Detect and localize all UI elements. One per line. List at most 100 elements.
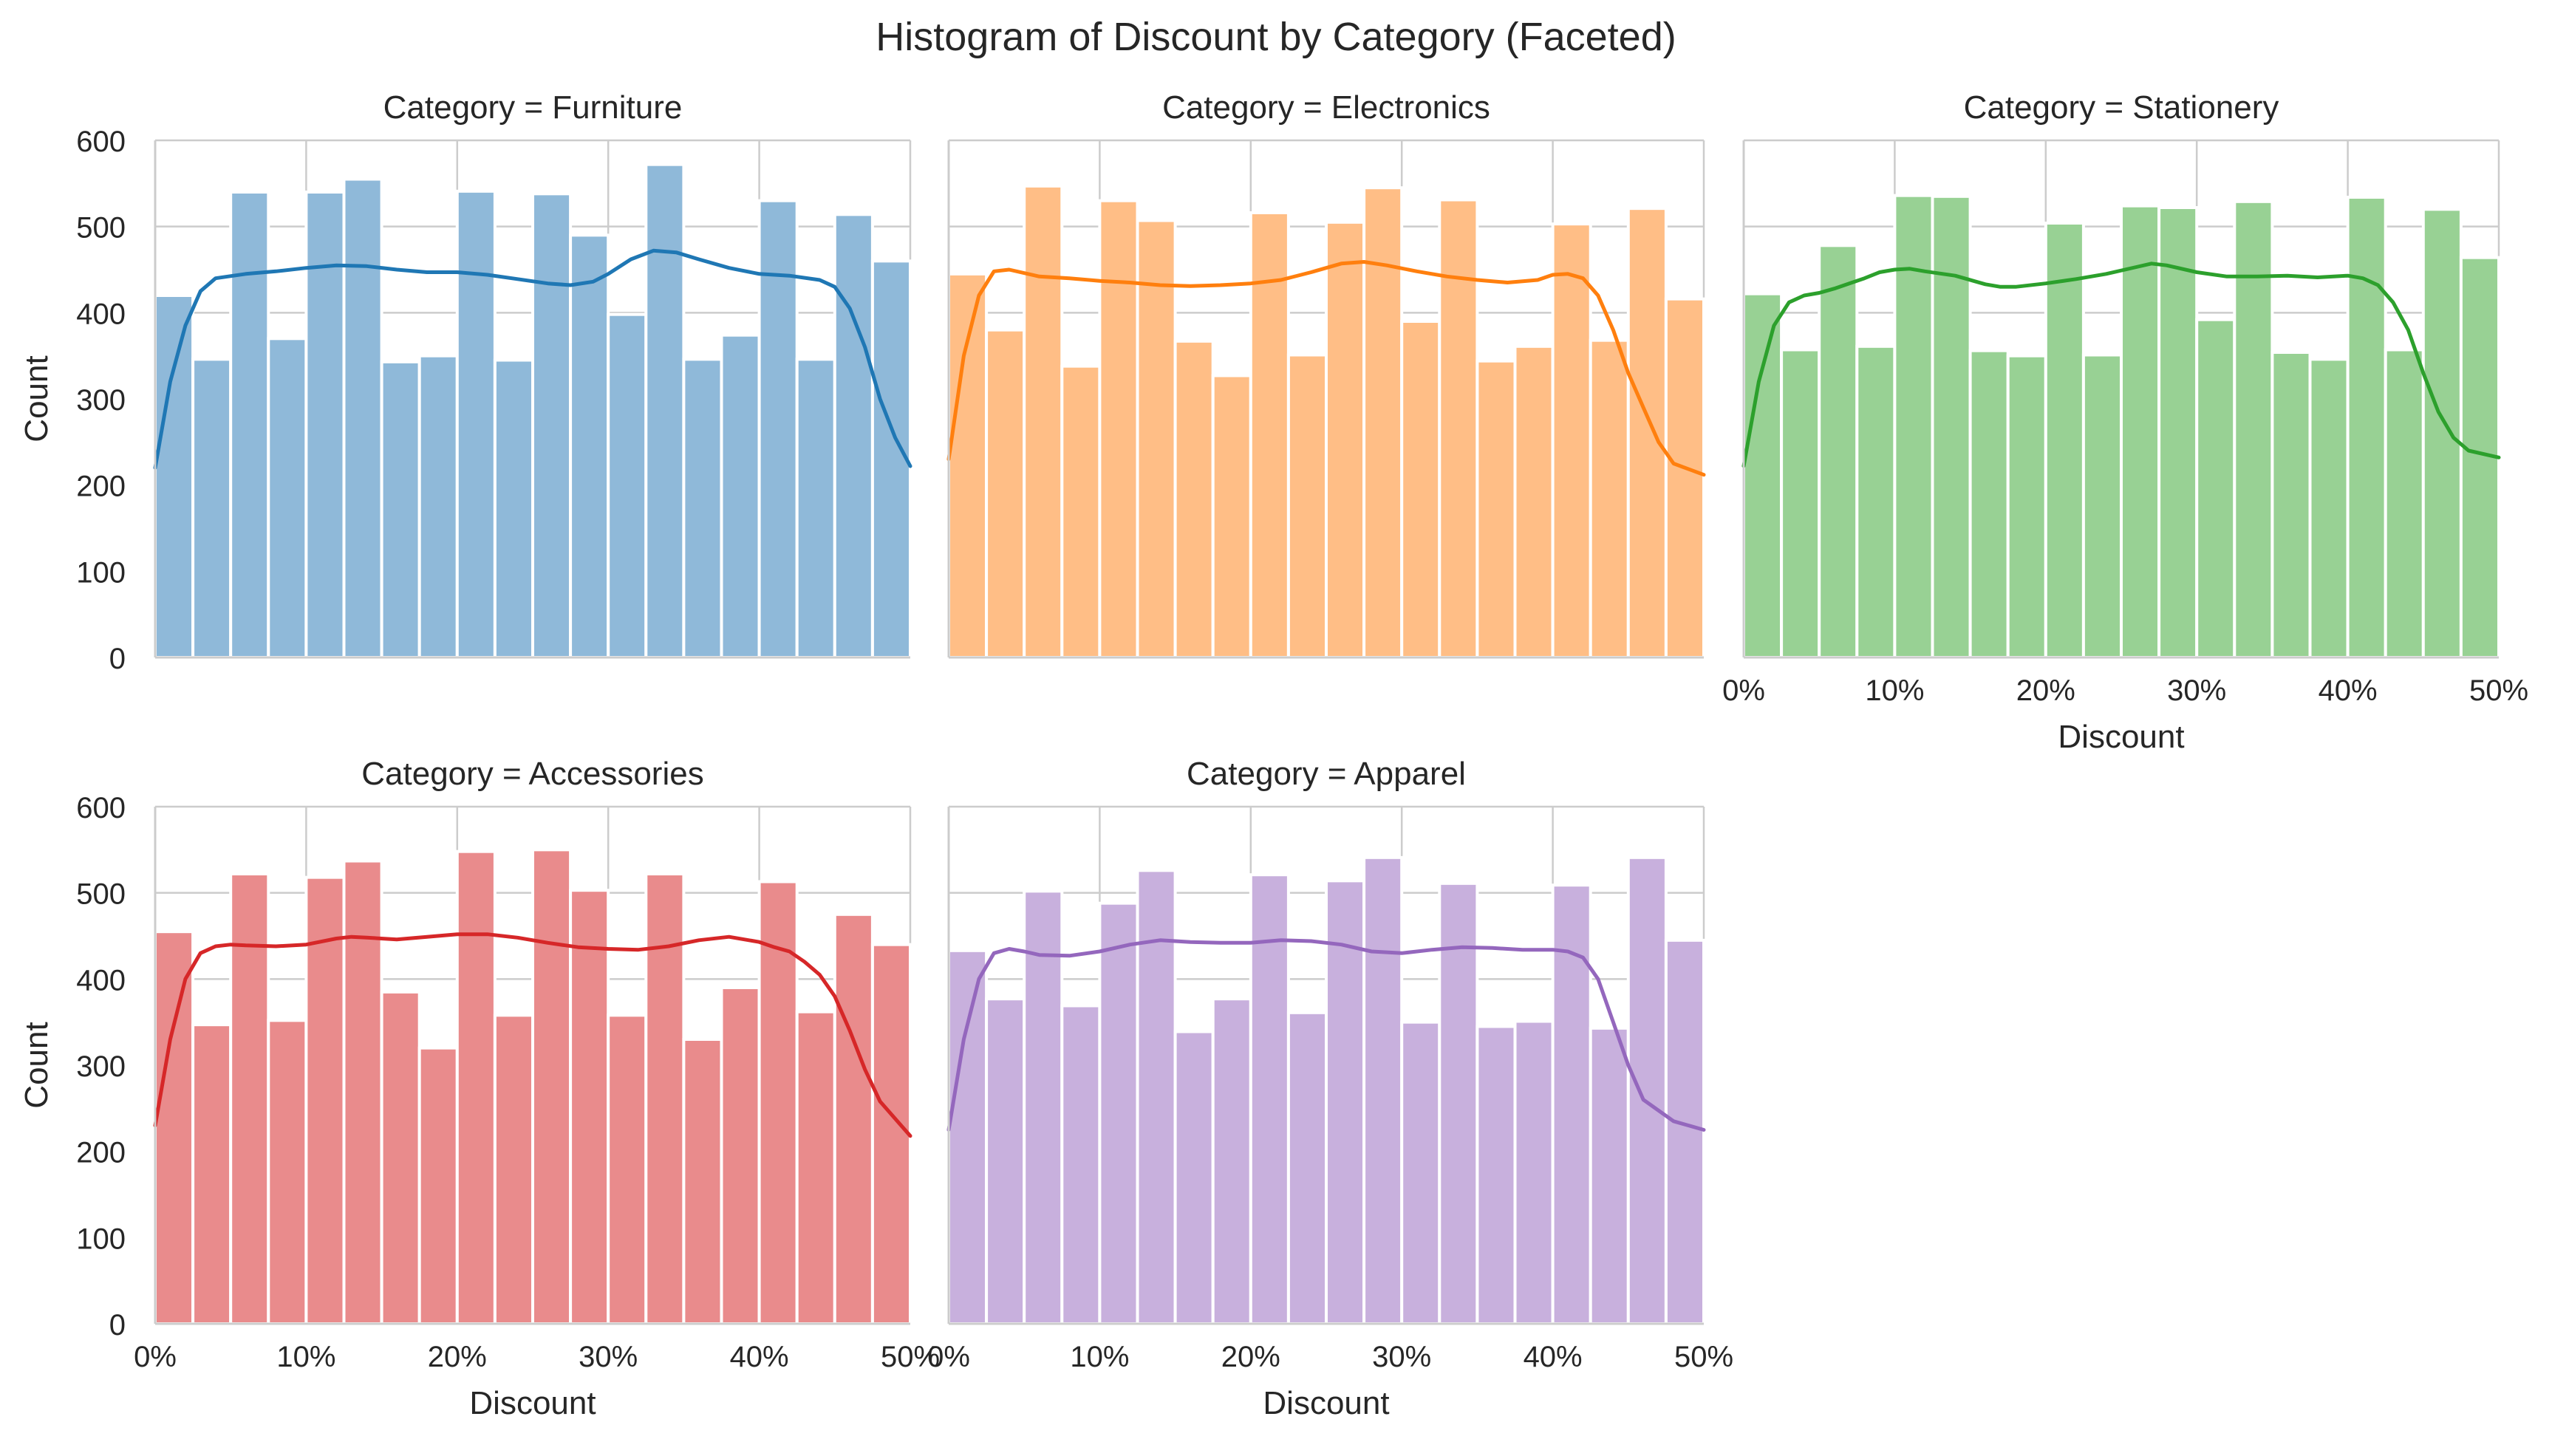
facet-panel-electronics: Category = Electronics <box>946 89 1706 660</box>
histogram-bar <box>1513 344 1555 659</box>
histogram-bar <box>493 1014 535 1326</box>
histogram-bar <box>1211 997 1252 1325</box>
histogram-bar <box>2346 196 2387 659</box>
x-tick-label: 50% <box>2469 674 2528 707</box>
facet-panel-furniture: Category = Furniture 0 100 200 300 400 500 600 C… <box>18 89 912 675</box>
x-tick-label: 20% <box>428 1341 487 1373</box>
histogram-bar <box>1551 222 1592 659</box>
histogram-bar <box>267 1019 308 1326</box>
y-tick-label: 100 <box>76 1223 126 1255</box>
histogram-bar <box>1968 349 2010 659</box>
x-axis-label: Discount <box>1263 1385 1389 1421</box>
kde-line <box>1741 262 2501 468</box>
kde-line <box>153 248 912 470</box>
histogram-bar <box>267 337 308 659</box>
x-tick-label: 30% <box>579 1341 638 1373</box>
histogram-bar <box>1400 320 1442 659</box>
histogram-bar <box>569 889 610 1325</box>
histogram-bar <box>644 163 686 659</box>
histogram-bar <box>1893 194 1934 659</box>
figure-title: Histogram of Discount by Category (Facet… <box>876 15 1676 59</box>
histogram-bar <box>229 872 270 1325</box>
kde-line <box>946 938 1706 1132</box>
histogram-bar <box>1818 244 1859 660</box>
histogram-bar <box>455 189 497 660</box>
histogram-bar <box>1060 1004 1102 1325</box>
histogram-bar <box>417 354 459 659</box>
y-tick-label: 500 <box>76 212 126 245</box>
histogram-bar <box>720 986 761 1325</box>
histogram-bar <box>1475 1025 1517 1325</box>
histogram-bar <box>833 213 874 660</box>
histogram-bar <box>191 358 233 659</box>
histogram-bar <box>757 880 799 1325</box>
histogram-bar <box>455 850 497 1325</box>
histogram-bar <box>1589 338 1630 659</box>
histogram-bar <box>833 912 874 1326</box>
histogram-bar <box>607 312 648 659</box>
histogram-bar <box>1286 1011 1328 1326</box>
histogram-bar <box>2044 222 2085 659</box>
histogram-bar <box>531 848 573 1326</box>
y-axis-label: Count <box>18 355 55 442</box>
facet-title: Category = Furniture <box>383 89 683 126</box>
histogram-bar <box>154 930 195 1325</box>
histogram-bar <box>417 1046 459 1325</box>
histogram-bar <box>1475 359 1517 659</box>
histogram-bar <box>947 272 989 660</box>
x-tick-label: 20% <box>2016 674 2075 707</box>
x-tick-label: 50% <box>1674 1341 1733 1373</box>
histogram-bar <box>1325 220 1366 660</box>
histogram-bar <box>154 294 195 659</box>
y-axis-label: Count <box>18 1022 55 1108</box>
histogram-bar <box>2270 351 2312 659</box>
histogram-bar <box>1173 339 1215 659</box>
histogram-bar <box>1438 198 1479 659</box>
x-tick-label: 10% <box>276 1341 335 1373</box>
histogram-bar <box>1400 1020 1442 1325</box>
histogram-bar <box>720 333 761 659</box>
histogram-bar <box>2157 206 2199 659</box>
histogram-bar <box>682 358 723 659</box>
histogram-bar <box>493 358 535 659</box>
histogram-bar <box>229 191 270 659</box>
histogram-bar <box>870 259 912 660</box>
histogram-bar <box>1286 353 1328 659</box>
histogram-bar <box>1855 344 1897 659</box>
facet-panel-accessories: Category = Accessories 0 100 200 300 400 500 60… <box>18 756 940 1421</box>
y-tick-label: 400 <box>76 298 126 330</box>
facet-title: Category = Electronics <box>1162 89 1490 126</box>
histogram-bar <box>2308 358 2350 659</box>
histogram-bar <box>682 1038 723 1325</box>
histogram-bar <box>342 859 383 1325</box>
x-axis-label: Discount <box>469 1385 596 1421</box>
histogram-bar <box>1664 938 1705 1326</box>
histogram-bar <box>2421 208 2463 660</box>
histogram-bar <box>380 990 421 1326</box>
histogram-bar <box>607 1014 648 1326</box>
y-tick-label: 300 <box>76 1050 126 1083</box>
y-tick-label: 200 <box>76 1137 126 1169</box>
histogram-bar <box>1589 1026 1630 1326</box>
x-axis-label: Discount <box>2058 719 2184 755</box>
facet-panel-apparel: Category = Apparel 0% 10% 20% 30% 40% 50% Disco… <box>927 756 1733 1421</box>
histogram-bar <box>1664 297 1705 659</box>
histogram-bar <box>985 328 1026 659</box>
histogram-bar <box>1626 855 1668 1326</box>
x-tick-label: 40% <box>2319 674 2378 707</box>
y-tick-label: 0 <box>109 1309 126 1341</box>
histogram-bar <box>1098 901 1139 1325</box>
histogram-bar <box>342 177 383 659</box>
histogram-bar <box>1098 199 1139 659</box>
histogram-bar <box>304 875 346 1325</box>
histogram-bar <box>1173 1030 1215 1325</box>
facet-title: Category = Accessories <box>361 756 703 792</box>
histogram-bar <box>2233 199 2274 660</box>
x-tick-label: 0% <box>134 1341 177 1373</box>
histogram-bar <box>795 358 836 659</box>
histogram-bar <box>644 872 686 1325</box>
y-tick-label: 100 <box>76 556 126 589</box>
histogram-bar <box>1780 348 1821 659</box>
